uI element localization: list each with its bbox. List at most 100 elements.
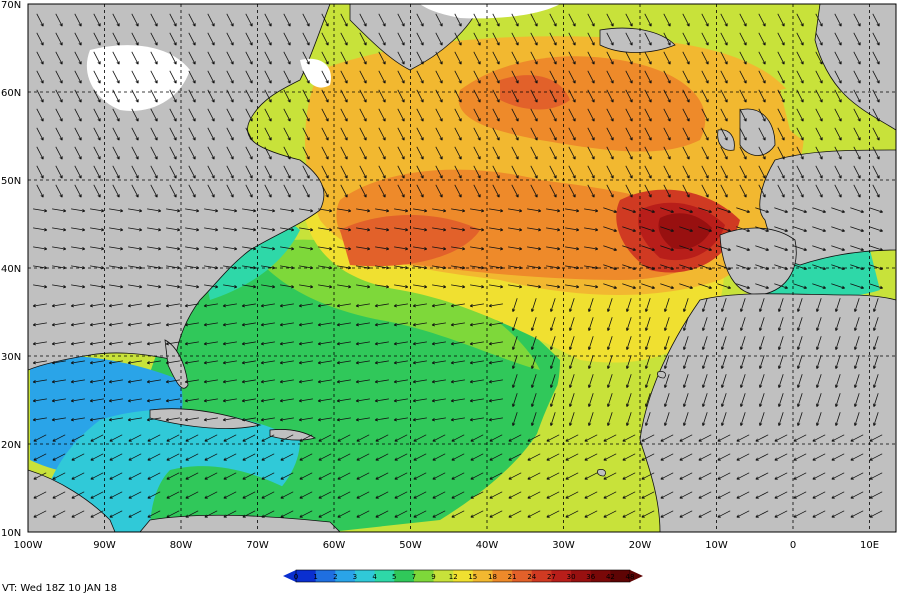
direction-arrow [435,127,443,141]
direction-arrow [853,70,861,84]
direction-arrow [774,453,788,461]
direction-arrow [470,227,485,232]
direction-arrow [245,13,253,27]
direction-arrow [739,70,747,84]
direction-arrow [397,146,405,160]
direction-arrow [260,360,275,365]
direction-arrow [336,341,351,346]
direction-arrow [489,208,504,213]
direction-arrow [816,412,822,426]
direction-arrow [796,108,804,122]
direction-arrow [835,393,841,407]
direction-arrow [264,184,272,198]
direction-arrow [759,298,765,312]
direction-arrow [873,374,879,388]
direction-arrow [70,379,85,384]
direction-arrow [739,127,747,141]
wave-direction-arrows [32,13,883,518]
direction-arrow [52,453,66,461]
direction-arrow [356,265,371,270]
direction-arrow [393,322,408,327]
direction-arrow [150,165,158,179]
direction-arrow [758,32,766,46]
direction-arrow [185,472,199,480]
legend-arrow-right [630,570,643,582]
direction-arrow [397,32,405,46]
direction-arrow [416,89,424,103]
direction-arrow [321,32,329,46]
direction-arrow [89,398,104,403]
direction-arrow [777,32,785,46]
direction-arrow [546,246,561,251]
direction-arrow [736,510,750,518]
direction-arrow [641,283,655,289]
direction-arrow [721,298,727,312]
direction-arrow [264,89,272,103]
direction-arrow [606,13,614,27]
direction-arrow [663,165,671,179]
direction-arrow [397,108,405,122]
direction-arrow [317,341,332,346]
direction-arrow [701,165,709,179]
direction-arrow [511,70,519,84]
direction-arrow [663,146,671,160]
direction-arrow [584,246,599,251]
direction-arrow [530,51,538,65]
direction-arrow [511,32,519,46]
direction-arrow [435,108,443,122]
direction-arrow [204,284,219,289]
legend-swatch [531,570,552,582]
direction-arrow [242,434,256,442]
legend-tick: 30 [567,573,576,581]
direction-arrow [375,510,389,518]
direction-arrow [679,491,693,499]
direction-arrow [413,472,427,480]
direction-arrow [777,70,785,84]
direction-arrow [147,284,162,289]
direction-arrow [587,13,595,27]
direction-arrow [147,491,161,499]
direction-arrow [204,472,218,480]
direction-arrow [793,491,807,499]
direction-arrow [36,70,44,84]
direction-arrow [204,510,218,518]
direction-arrow [52,434,66,442]
direction-arrow [450,360,465,365]
direction-arrow [185,284,200,289]
legend-swatch [610,570,631,582]
direction-arrow [108,398,123,403]
legend-tick: 48 [626,573,635,581]
legend-tick: 5 [392,573,396,581]
direction-arrow [834,13,842,27]
direction-arrow [549,13,557,27]
direction-arrow [378,184,386,198]
longitude-label: 90W [93,540,116,551]
direction-arrow [569,317,575,331]
direction-arrow [758,108,766,122]
longitude-label: 10W [705,540,728,551]
direction-arrow [150,32,158,46]
direction-arrow [797,317,803,331]
direction-arrow [412,360,427,365]
direction-arrow [815,127,823,141]
direction-arrow [835,374,841,388]
direction-arrow [435,32,443,46]
direction-arrow [203,417,218,422]
direction-arrow [109,453,123,461]
direction-arrow [664,298,670,312]
direction-arrow [831,510,845,518]
direction-arrow [606,89,614,103]
direction-arrow [336,360,351,365]
direction-arrow [758,89,766,103]
direction-arrow [778,393,784,407]
direction-arrow [488,379,503,384]
direction-arrow [683,412,689,426]
direction-arrow [90,491,104,499]
direction-arrow [74,89,82,103]
direction-arrow [451,491,465,499]
direction-arrow [850,264,864,270]
direction-arrow [185,491,199,499]
direction-arrow [283,70,291,84]
direction-arrow [36,165,44,179]
direction-arrow [774,207,788,213]
